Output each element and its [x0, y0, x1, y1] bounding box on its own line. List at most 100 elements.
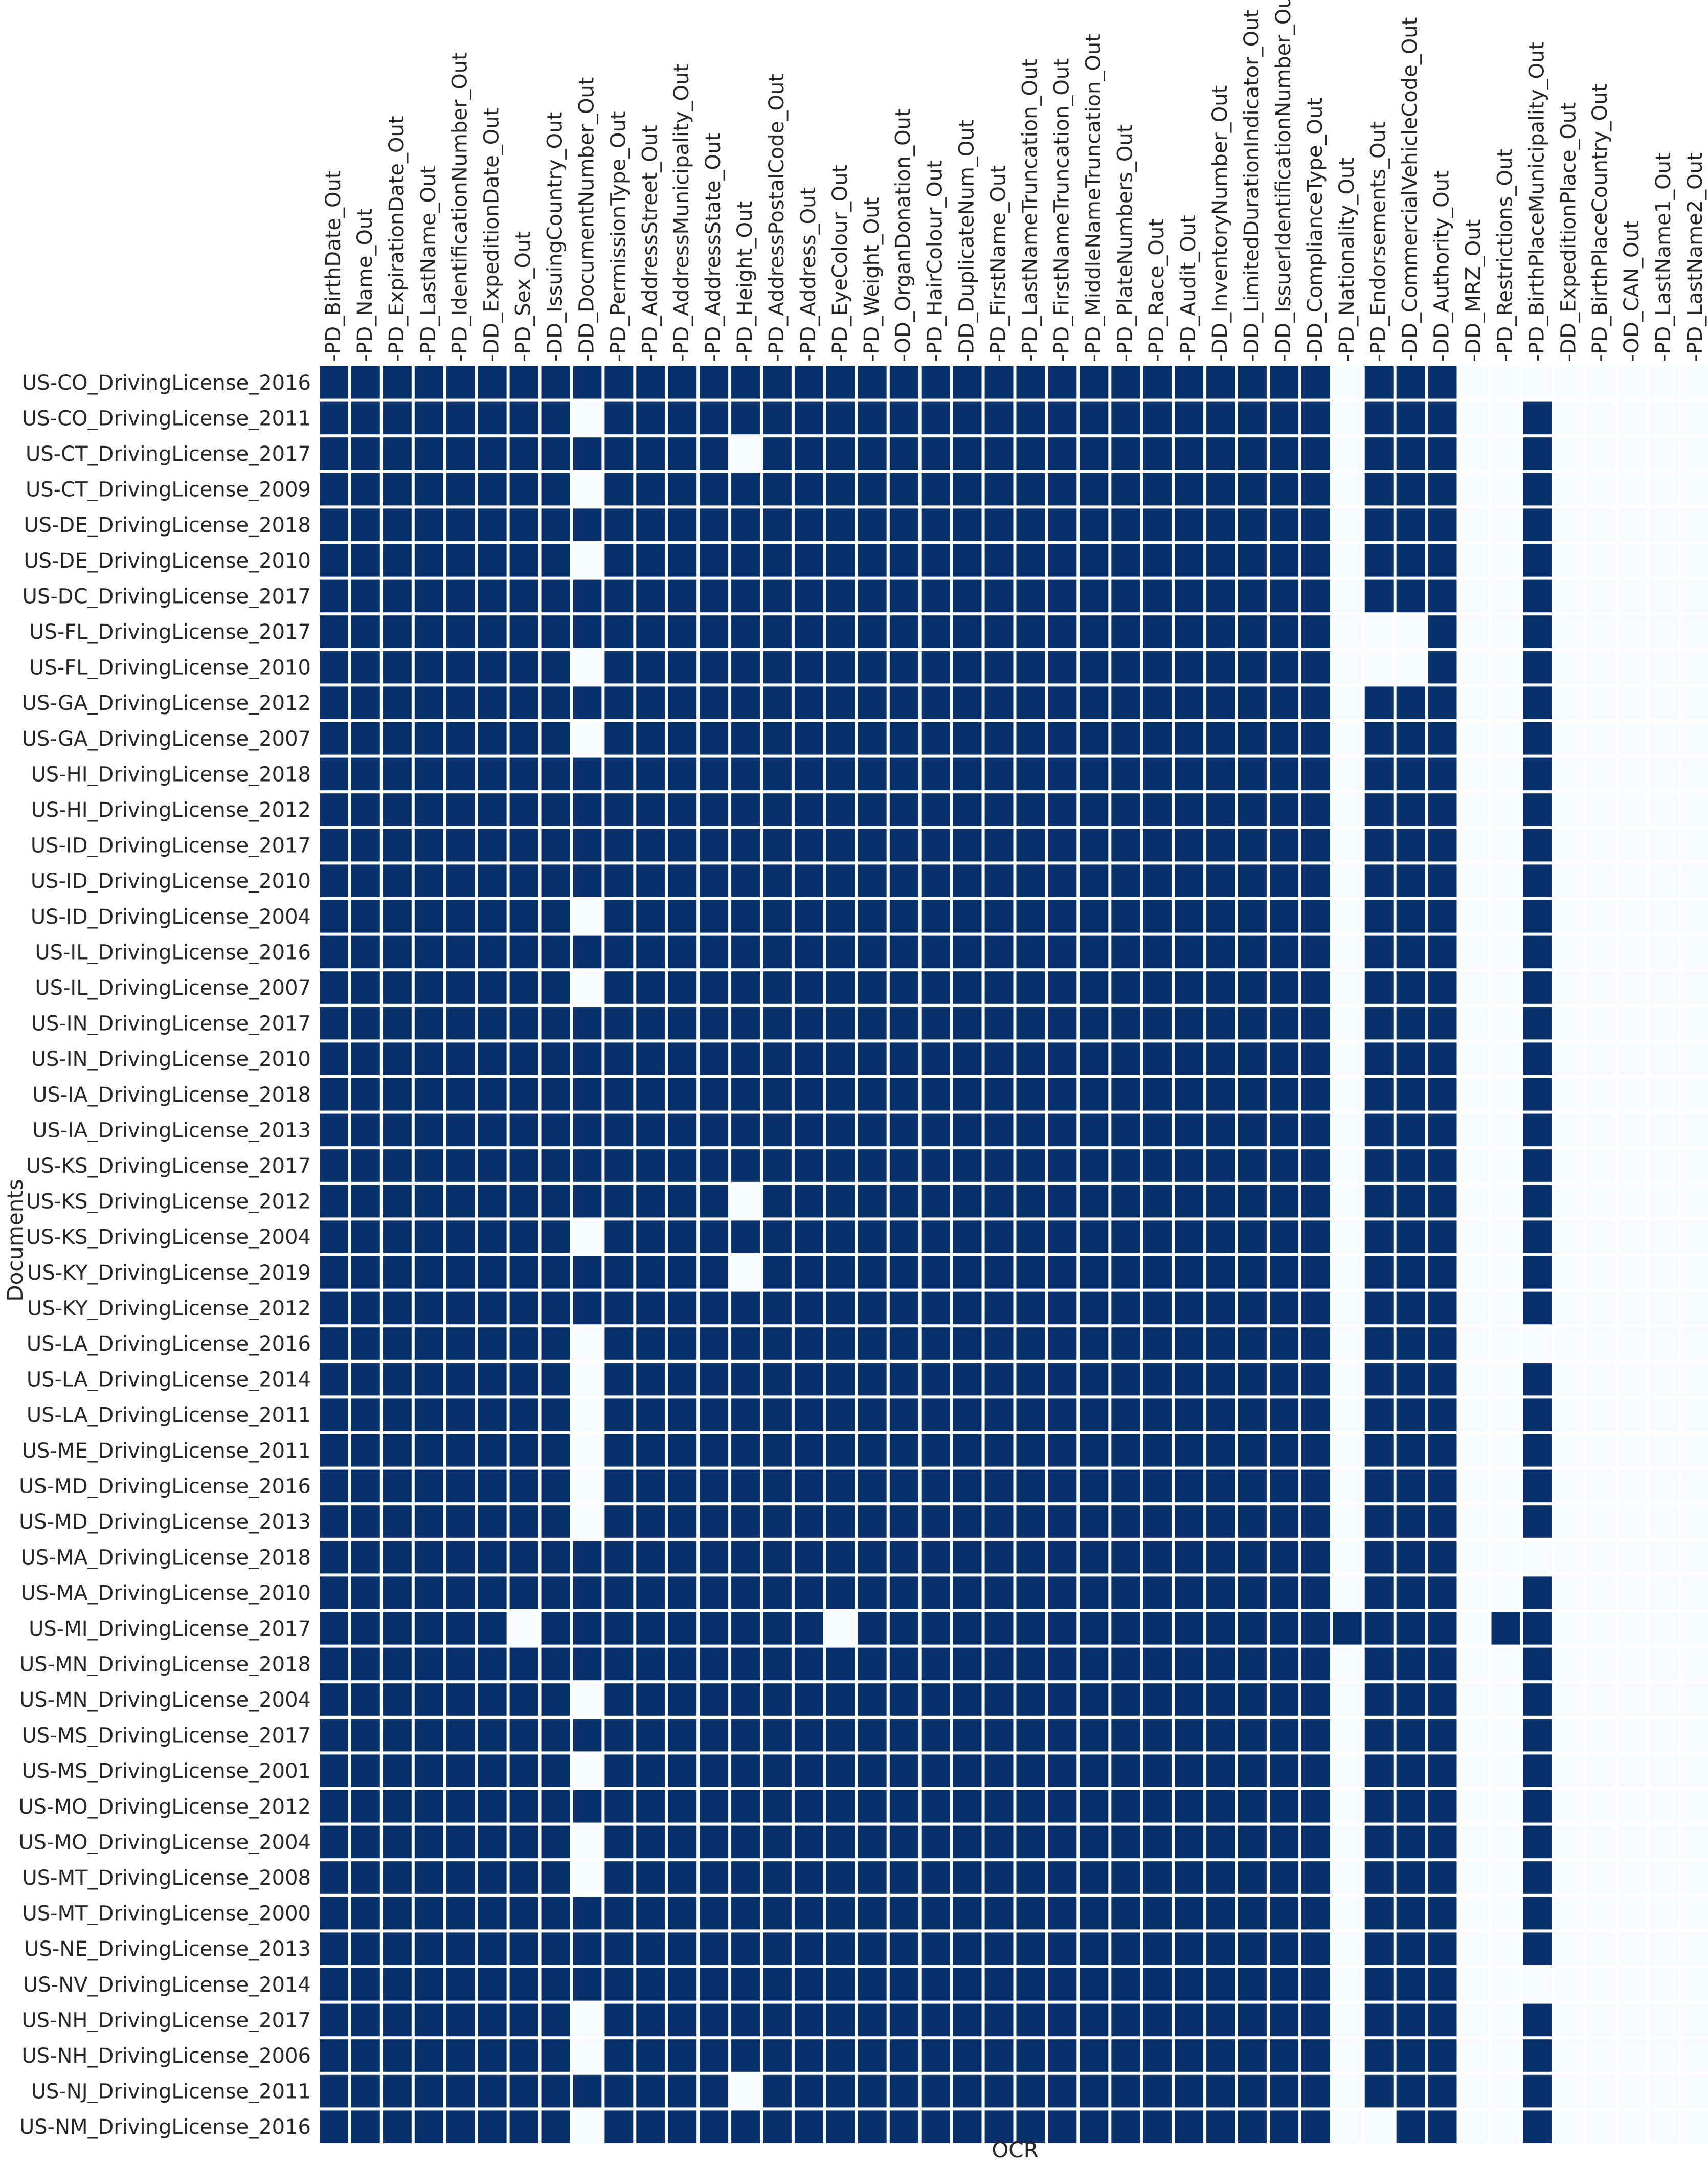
heatmap-cell	[1396, 1825, 1425, 1859]
heatmap-cell	[509, 829, 538, 862]
heatmap-cell	[1016, 1363, 1045, 1396]
heatmap-cell	[1396, 615, 1425, 648]
heatmap-cell	[1301, 2110, 1330, 2143]
heatmap-cell	[1586, 793, 1615, 826]
heatmap-cell	[1491, 1647, 1520, 1681]
heatmap-cell	[731, 1968, 760, 2001]
heatmap-cell	[668, 1861, 697, 1894]
heatmap-cell	[858, 579, 887, 613]
heatmap-cell	[889, 1113, 918, 1147]
heatmap-cell	[731, 1612, 760, 1645]
heatmap-cell	[1270, 2074, 1298, 2108]
heatmap-cell	[763, 615, 792, 648]
heatmap-cell	[1111, 2110, 1140, 2143]
heatmap-cell	[446, 1576, 475, 1609]
heatmap-cell	[826, 686, 855, 719]
heatmap-cell	[320, 864, 348, 897]
heatmap-cell	[320, 1897, 348, 1930]
heatmap-cell	[1681, 1256, 1708, 1289]
heatmap-cell	[573, 1469, 602, 1503]
heatmap-cell	[1301, 1683, 1330, 1716]
heatmap-cell	[320, 1149, 348, 1182]
heatmap-cell	[383, 1505, 412, 1538]
heatmap-cell	[1364, 1576, 1394, 1609]
heatmap-cell	[1301, 1825, 1330, 1859]
heatmap-cell	[984, 971, 1014, 1004]
heatmap-cell	[763, 1220, 792, 1253]
heatmap-cell	[984, 1113, 1014, 1147]
heatmap-cell	[1555, 1612, 1584, 1645]
heatmap-cell	[1364, 1149, 1394, 1182]
heatmap-cell	[1428, 793, 1457, 826]
heatmap-cell	[1618, 1434, 1647, 1467]
heatmap-cell	[446, 615, 475, 648]
heatmap-cell	[1301, 1469, 1330, 1503]
heatmap-cell	[1048, 1291, 1077, 1325]
heatmap-cell	[478, 793, 507, 826]
heatmap-cell	[1523, 864, 1552, 897]
heatmap-cell	[1523, 1612, 1552, 1645]
heatmap-cell	[478, 1861, 507, 1894]
heatmap-cell	[509, 1541, 538, 1574]
heatmap-cell	[668, 1683, 697, 1716]
heatmap-cell	[795, 1007, 823, 1040]
heatmap-cell	[1396, 401, 1425, 435]
heatmap-cell	[573, 1434, 602, 1467]
heatmap-cell	[763, 366, 792, 399]
heatmap-cell	[1586, 1469, 1615, 1503]
heatmap-cell	[984, 1007, 1014, 1040]
heatmap-cell	[604, 2074, 634, 2108]
heatmap-cell	[858, 1825, 887, 1859]
heatmap-cell	[1650, 1398, 1678, 1431]
y-tick-label: US-MN_DrivingLicense_2018	[19, 1653, 311, 1676]
heatmap-cell	[731, 1363, 760, 1396]
heatmap-cell	[573, 1363, 602, 1396]
heatmap-cell	[826, 1541, 855, 1574]
heatmap-cell	[446, 935, 475, 969]
heatmap-cell	[889, 401, 918, 435]
heatmap-cell	[1523, 829, 1552, 862]
heatmap-cell	[953, 508, 982, 541]
heatmap-cell	[541, 722, 570, 755]
heatmap-cell	[953, 579, 982, 613]
heatmap-cell	[1459, 1007, 1489, 1040]
heatmap-cell	[1586, 1327, 1615, 1360]
heatmap-cell	[1206, 1683, 1235, 1716]
heatmap-cell	[573, 1541, 602, 1574]
heatmap-cell	[668, 544, 697, 577]
heatmap-cell	[1396, 1719, 1425, 1752]
heatmap-cell	[1333, 1291, 1362, 1325]
heatmap-cell	[1301, 935, 1330, 969]
heatmap-cell	[795, 1754, 823, 1787]
heatmap-cell	[953, 1612, 982, 1645]
heatmap-cell	[1650, 686, 1678, 719]
heatmap-cell	[1523, 579, 1552, 613]
heatmap-cell	[1270, 793, 1298, 826]
x-tick-label: -PD_Endorsements_Out	[1367, 121, 1390, 362]
heatmap-cell	[414, 1149, 443, 1182]
heatmap-cell	[1238, 366, 1267, 399]
heatmap-cell	[1491, 1505, 1520, 1538]
heatmap-cell	[383, 686, 412, 719]
heatmap-cell	[668, 1256, 697, 1289]
x-tick-label: -DD_MRZ_Out	[1462, 219, 1486, 362]
heatmap-cell	[1650, 1113, 1678, 1147]
heatmap-cell	[858, 508, 887, 541]
heatmap-cell	[826, 971, 855, 1004]
heatmap-cell	[1048, 2074, 1077, 2108]
x-tick-label: -DD_IssuingCountry_Out	[544, 112, 567, 362]
heatmap-cell	[953, 757, 982, 791]
heatmap-cell	[1523, 1007, 1552, 1040]
heatmap-cell	[700, 686, 729, 719]
heatmap-cell	[509, 900, 538, 933]
heatmap-cell	[351, 900, 380, 933]
heatmap-cell	[731, 1647, 760, 1681]
heatmap-cell	[1175, 2003, 1204, 2037]
heatmap-cell	[763, 1042, 792, 1075]
heatmap-cell	[1364, 1505, 1394, 1538]
heatmap-cell	[1650, 1256, 1678, 1289]
heatmap-cell	[1491, 1932, 1520, 1965]
heatmap-cell	[1048, 793, 1077, 826]
x-tick-label: -DD_CommercialVehicleCode_Out	[1399, 17, 1422, 362]
heatmap-cell	[889, 1256, 918, 1289]
